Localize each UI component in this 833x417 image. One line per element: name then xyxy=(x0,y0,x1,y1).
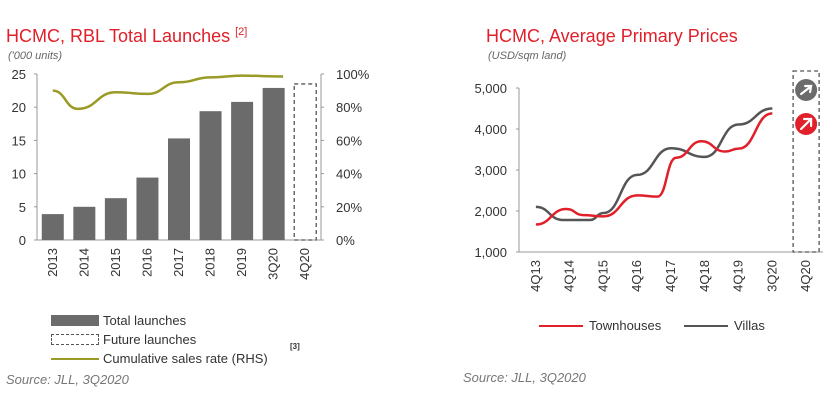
right-arrow-glyph xyxy=(800,84,813,96)
prices-chart-title: HCMC, Average Primary Prices xyxy=(486,26,738,46)
x-tick-label: 2019 xyxy=(234,248,249,277)
right-y-tick-label: 60% xyxy=(336,133,362,148)
x-tick-label: 2014 xyxy=(76,248,91,277)
legend-dashed-swatch xyxy=(51,334,99,345)
outlook-dashed-box xyxy=(792,70,820,253)
y-tick-label: 3,000 xyxy=(474,163,507,178)
legend-townhouses: Townhouses xyxy=(539,318,661,333)
x-tick-label: 4Q19 xyxy=(731,260,746,292)
right-y-tick-label: 0% xyxy=(336,233,355,248)
launches-chart-title: HCMC, RBL Total Launches [2] xyxy=(6,26,247,47)
x-tick-label: 4Q18 xyxy=(697,260,712,292)
legend-townhouses-label: Townhouses xyxy=(589,318,662,333)
x-tick-label: 2013 xyxy=(45,248,60,277)
launch-bar xyxy=(104,198,127,240)
right-y-tick-label: 80% xyxy=(336,100,362,115)
y-tick-label: 1,000 xyxy=(474,245,507,260)
launches-chart-panel: HCMC, RBL Total Launches [2] ('000 units… xyxy=(6,26,370,387)
legend-line-swatch xyxy=(51,357,99,360)
left-y-tick-label: 10 xyxy=(12,167,26,182)
launches-source: Source: JLL, 3Q2020 xyxy=(6,372,129,387)
x-tick-label: 3Q20 xyxy=(266,248,281,280)
x-tick-label: 2016 xyxy=(139,248,154,277)
legend-cumulative-sales-label: Cumulative sales rate (RHS) xyxy=(103,351,268,366)
legend-future-launches: Future launches xyxy=(51,332,196,347)
x-tick-label: 4Q13 xyxy=(528,260,543,292)
x-tick-label: 4Q17 xyxy=(663,260,678,292)
x-tick-label: 3Q20 xyxy=(764,260,779,292)
prices-chart-svg: 1,000 2,000 3,000 4,000 5,000 4Q13 4Q14 4Q15 4Q1… xyxy=(474,70,823,292)
left-y-tick-label: 25 xyxy=(12,67,26,82)
right-y-tick-label: 100% xyxy=(336,67,370,82)
legend-footnote: [3] xyxy=(290,342,300,351)
prices-chart-panel: HCMC, Average Primary Prices (USD/sqm la… xyxy=(440,0,833,417)
x-tick-label: 4Q15 xyxy=(595,260,610,292)
legend-villas-swatch xyxy=(684,324,728,327)
legend-villas-label: Villas xyxy=(734,318,765,333)
up-arrow-glyph xyxy=(800,117,813,131)
legend-bar-swatch xyxy=(51,315,99,326)
launches-title-text: HCMC, RBL Total Launches xyxy=(6,26,231,46)
legend-total-launches-label: Total launches xyxy=(103,313,187,328)
x-tick-label: 4Q20 xyxy=(798,260,813,292)
left-y-tick-label: 5 xyxy=(19,200,26,215)
legend-townhouses-swatch xyxy=(539,324,583,327)
x-tick-label: 2017 xyxy=(171,248,186,277)
left-y-tick-label: 15 xyxy=(12,133,26,148)
launch-bar xyxy=(136,177,159,240)
launch-bar xyxy=(231,101,254,240)
launches-chart-svg: 0 5 10 15 20 25 0% 20% 40% 60% 80% 100% 2013 2014 2015… xyxy=(12,67,370,280)
future-launch-bar xyxy=(293,83,317,241)
x-tick-label: 4Q14 xyxy=(562,260,577,292)
x-tick-label: 2015 xyxy=(108,248,123,277)
prices-unit-label: (USD/sqm land) xyxy=(488,50,567,62)
left-y-tick-label: 20 xyxy=(12,100,26,115)
y-tick-label: 4,000 xyxy=(474,122,507,137)
x-tick-label: 4Q20 xyxy=(297,248,312,280)
cumulative-sales-line xyxy=(52,74,284,111)
launches-title-note: [2] xyxy=(235,26,248,38)
y-tick-label: 5,000 xyxy=(474,81,507,96)
launch-bar xyxy=(73,206,96,240)
launch-bar xyxy=(199,111,222,241)
legend-villas: Villas xyxy=(684,318,765,333)
right-y-tick-label: 20% xyxy=(336,200,362,215)
townhouses-line xyxy=(535,112,773,226)
right-y-tick-label: 40% xyxy=(336,167,362,182)
left-y-tick-label: 0 xyxy=(19,233,26,248)
launch-bar xyxy=(168,138,190,240)
villas-line xyxy=(535,107,773,222)
legend-cumulative-sales: Cumulative sales rate (RHS) xyxy=(51,351,268,366)
x-tick-label: 4Q16 xyxy=(629,260,644,292)
legend-total-launches: Total launches xyxy=(51,313,186,328)
y-tick-label: 2,000 xyxy=(474,204,507,219)
prices-source: Source: JLL, 3Q2020 xyxy=(463,370,586,385)
launch-bar xyxy=(41,214,64,240)
launch-bar xyxy=(262,87,285,240)
x-tick-label: 2018 xyxy=(203,248,218,277)
launches-unit-label: ('000 units) xyxy=(8,50,63,62)
legend-future-launches-label: Future launches xyxy=(103,332,197,347)
